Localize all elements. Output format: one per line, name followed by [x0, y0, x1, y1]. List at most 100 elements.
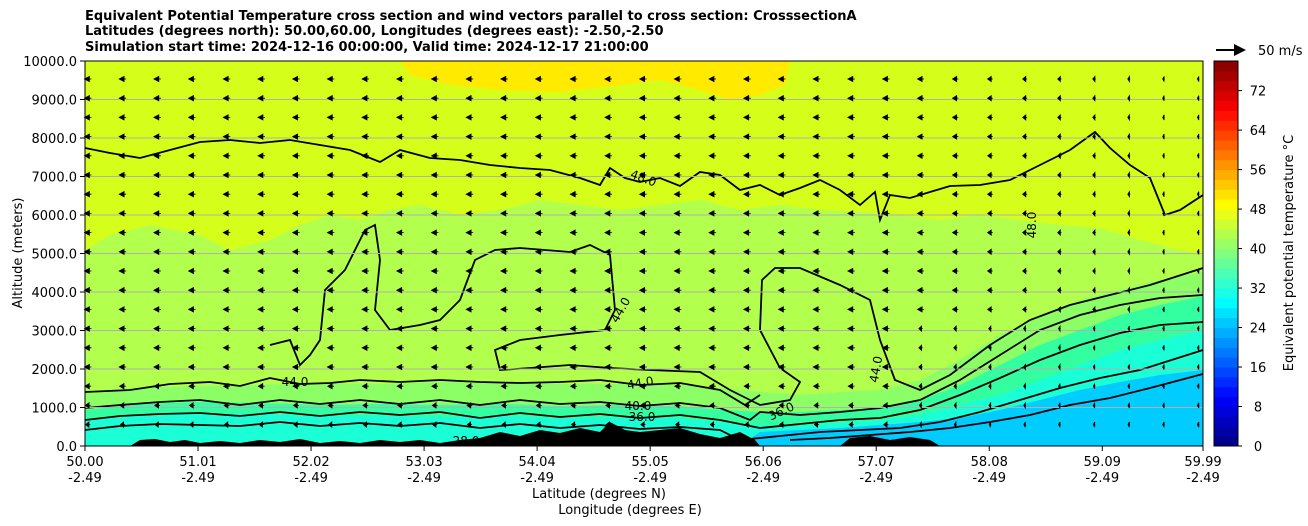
colorbar-step	[1214, 327, 1238, 338]
wind-arrow	[326, 75, 335, 83]
wind-arrow	[153, 286, 161, 294]
wind-arrow	[777, 190, 786, 198]
wind-arrow	[500, 286, 508, 294]
colorbar-tick-label: 48	[1250, 203, 1267, 218]
wind-arrow	[1092, 325, 1096, 332]
wind-arrow	[465, 286, 474, 294]
colorbar-step	[1214, 199, 1238, 210]
colorbar-step	[1214, 258, 1238, 269]
wind-arrow	[361, 267, 370, 275]
wind-arrow	[673, 94, 682, 102]
wind-arrow	[604, 248, 612, 256]
wind-arrow	[916, 229, 925, 236]
wind-arrow	[465, 152, 474, 160]
wind-arrow	[742, 229, 751, 236]
wind-arrow	[500, 94, 508, 102]
wind-arrow	[361, 171, 370, 179]
wind-arrow	[951, 152, 959, 160]
wind-arrow	[744, 421, 750, 429]
wind-arrow	[361, 286, 370, 294]
wind-arrow	[291, 267, 300, 275]
wind-arrow	[986, 94, 993, 102]
wind-arrow	[742, 363, 751, 371]
wind-arrow	[742, 210, 751, 217]
wind-arrow	[812, 190, 821, 198]
wind-arrow	[569, 306, 578, 313]
colorbar-step	[1214, 337, 1238, 348]
wind-arrow	[153, 402, 161, 409]
wind-arrow	[986, 248, 993, 256]
wind-arrow	[257, 210, 265, 217]
wind-arrow	[431, 402, 438, 409]
wind-arrow	[83, 210, 92, 217]
wind-arrow	[918, 363, 923, 371]
wind-arrow	[1127, 75, 1131, 83]
wind-arrow	[708, 286, 717, 294]
wind-arrow	[361, 382, 369, 390]
wind-arrow	[118, 267, 127, 275]
colorbar-step	[1214, 209, 1238, 220]
wind-arrow	[777, 363, 786, 371]
wind-arrow	[327, 402, 334, 409]
wind-arrow	[708, 133, 717, 140]
wind-arrow	[1092, 94, 1096, 102]
wind-arrow	[83, 171, 92, 179]
wind-arrow	[777, 344, 786, 352]
wind-arrow	[604, 286, 612, 294]
wind-arrow	[1196, 421, 1200, 428]
wind-arrow	[465, 267, 474, 275]
wind-arrow	[430, 133, 439, 140]
wind-arrow	[638, 248, 647, 256]
wind-arrow	[153, 325, 161, 332]
wind-arrow	[604, 229, 612, 236]
wind-arrow	[569, 94, 578, 102]
wind-arrow	[465, 229, 474, 236]
wind-arrow	[257, 171, 265, 179]
wind-arrow	[604, 325, 612, 332]
wind-arrow	[118, 210, 127, 217]
wind-arrow	[1022, 248, 1028, 256]
wind-arrow	[708, 248, 717, 256]
wind-arrow	[222, 114, 231, 121]
wind-arrow	[813, 402, 820, 409]
wind-arrow	[326, 363, 335, 371]
wind-arrow	[326, 171, 335, 179]
wind-arrow	[1022, 75, 1028, 83]
wind-arrow	[918, 382, 923, 390]
wind-arrow	[988, 421, 992, 428]
x-axis-label-longitude: Longitude (degrees E)	[558, 503, 702, 518]
wind-arrow	[1023, 382, 1027, 391]
y-axis: 0.0 1000.0 2000.0 3000.0 4000.0 5000.0 6000.0 7…	[23, 55, 85, 455]
wind-arrow	[674, 421, 681, 429]
wind-arrow	[916, 286, 925, 294]
wind-arrow	[257, 133, 265, 140]
wind-arrow	[291, 75, 300, 83]
wind-arrow	[847, 229, 855, 236]
wind-arrow	[1162, 287, 1165, 293]
contour-36	[85, 321, 1203, 429]
wind-arrow	[742, 248, 751, 256]
wind-arrow	[777, 325, 786, 332]
contour-label: 44.0	[867, 355, 885, 384]
x-tick-label-lon: -2.49	[859, 471, 893, 486]
wind-arrow	[1058, 383, 1061, 389]
wind-arrow	[153, 94, 161, 102]
colorbar-tick-label: 16	[1250, 361, 1267, 376]
colorbar-step	[1214, 159, 1238, 171]
wind-arrow	[779, 421, 785, 429]
wind-arrow	[1127, 190, 1131, 199]
wind-arrow	[1196, 364, 1200, 370]
wind-arrow	[326, 210, 335, 217]
colorbar-step	[1214, 436, 1238, 447]
wind-arrow	[569, 286, 578, 294]
wind-arrow	[362, 421, 368, 429]
wind-arrow	[847, 267, 855, 275]
wind-arrow	[604, 133, 612, 140]
wind-arrow	[534, 75, 543, 83]
wind-arrow	[187, 229, 196, 236]
wind-arrow	[465, 382, 473, 390]
wind-arrow	[847, 171, 855, 179]
colorbar-step	[1214, 90, 1238, 101]
colorbar-tick-label: 64	[1250, 124, 1267, 139]
